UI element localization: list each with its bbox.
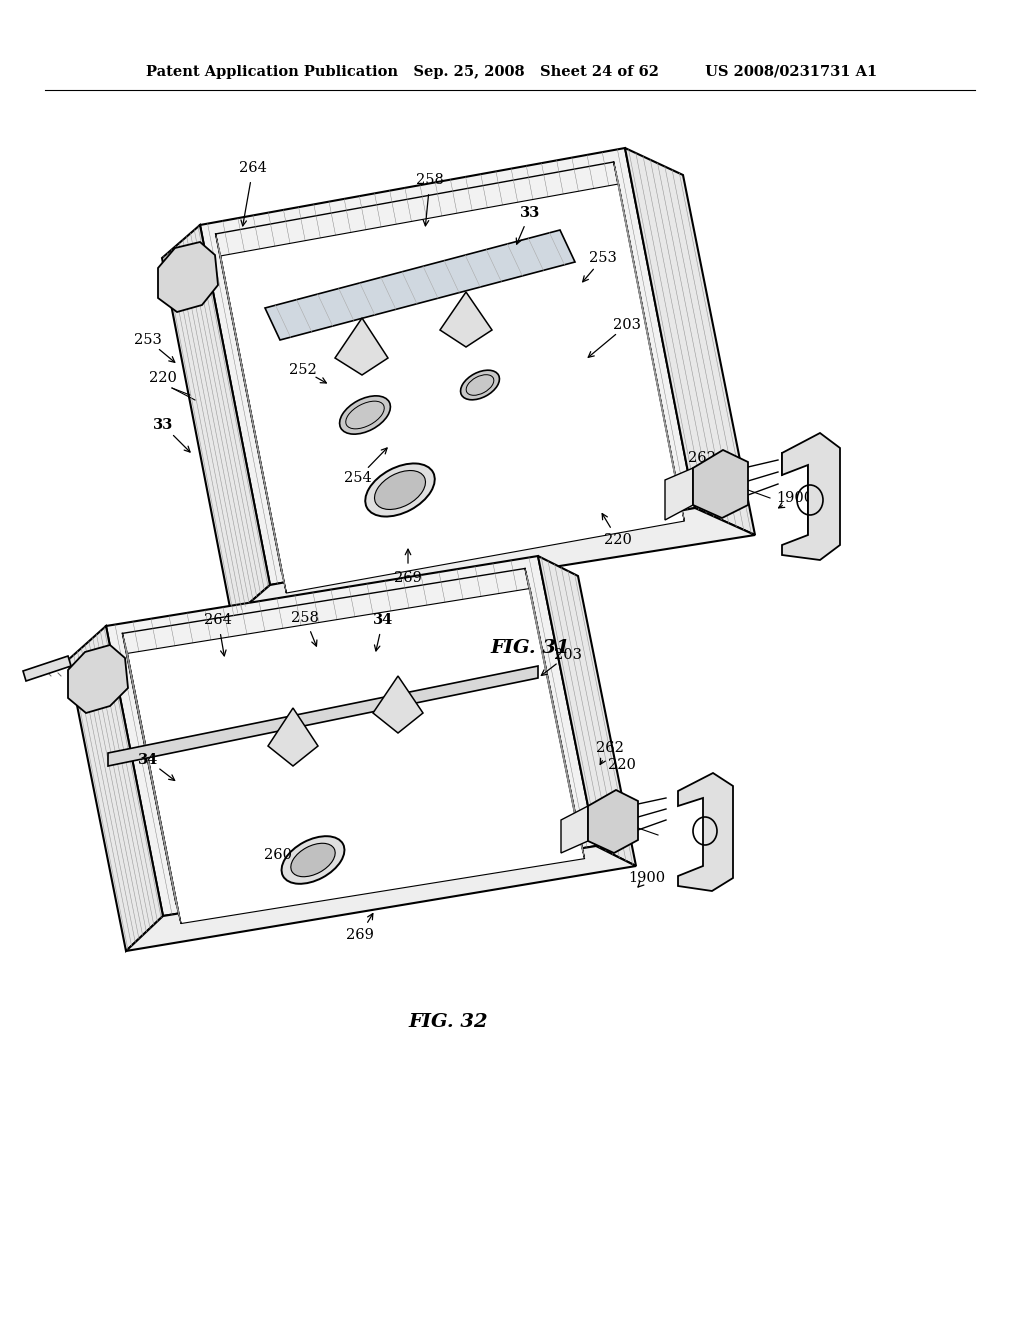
Text: 264: 264 [204, 612, 232, 627]
Text: 254: 254 [344, 471, 372, 484]
Ellipse shape [291, 843, 335, 876]
Text: 253: 253 [134, 333, 162, 347]
Polygon shape [525, 569, 585, 858]
Text: 262: 262 [596, 741, 624, 755]
Polygon shape [538, 556, 636, 866]
Polygon shape [335, 318, 388, 375]
Ellipse shape [461, 370, 500, 400]
Polygon shape [613, 162, 684, 521]
Ellipse shape [375, 470, 426, 510]
Text: 264: 264 [239, 161, 267, 176]
Text: 258: 258 [291, 611, 318, 624]
Text: 258: 258 [416, 173, 444, 187]
Text: 220: 220 [150, 371, 177, 385]
Text: 269: 269 [394, 572, 422, 585]
Text: 260: 260 [264, 847, 292, 862]
Polygon shape [220, 183, 684, 593]
Text: 269: 269 [346, 928, 374, 942]
Text: 33: 33 [153, 418, 173, 432]
Text: 34: 34 [373, 612, 393, 627]
Text: 253: 253 [589, 251, 616, 265]
Polygon shape [108, 667, 538, 766]
Polygon shape [126, 846, 636, 950]
Polygon shape [625, 148, 755, 535]
Polygon shape [678, 774, 733, 891]
Text: 220: 220 [608, 758, 636, 772]
Text: 34: 34 [138, 752, 158, 767]
Polygon shape [268, 708, 318, 766]
Text: 262: 262 [688, 451, 716, 465]
Ellipse shape [366, 463, 435, 516]
Text: FIG. 32: FIG. 32 [409, 1012, 487, 1031]
Polygon shape [265, 230, 575, 341]
Polygon shape [782, 433, 840, 560]
Polygon shape [373, 676, 423, 733]
Polygon shape [162, 224, 270, 618]
Polygon shape [68, 626, 163, 950]
Polygon shape [127, 589, 585, 924]
Text: 1900: 1900 [776, 491, 813, 506]
Polygon shape [232, 508, 755, 618]
Text: 1900: 1900 [629, 871, 666, 884]
Polygon shape [693, 450, 748, 517]
Polygon shape [158, 242, 218, 312]
Polygon shape [23, 656, 71, 681]
Text: 203: 203 [554, 648, 582, 663]
Polygon shape [123, 634, 181, 924]
Polygon shape [200, 148, 695, 585]
Text: 220: 220 [604, 533, 632, 546]
Ellipse shape [340, 396, 390, 434]
Polygon shape [440, 292, 492, 347]
Text: FIG. 31: FIG. 31 [490, 639, 569, 657]
Polygon shape [561, 807, 588, 853]
Polygon shape [106, 556, 596, 916]
Text: Patent Application Publication   Sep. 25, 2008   Sheet 24 of 62         US 2008/: Patent Application Publication Sep. 25, … [146, 65, 878, 79]
Polygon shape [216, 234, 287, 593]
Ellipse shape [282, 836, 344, 884]
Text: 203: 203 [613, 318, 641, 333]
Text: 33: 33 [520, 206, 540, 220]
Polygon shape [665, 469, 693, 520]
Polygon shape [588, 789, 638, 853]
Polygon shape [68, 645, 128, 713]
Text: 252: 252 [289, 363, 316, 378]
